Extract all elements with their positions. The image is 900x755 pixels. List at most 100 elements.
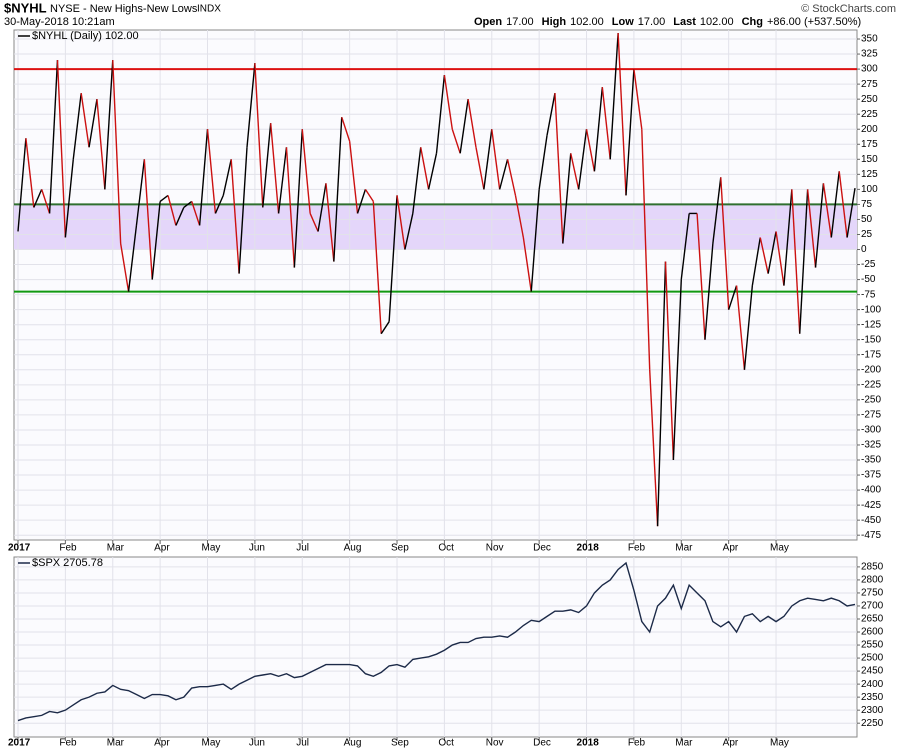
line-segment (806, 189, 817, 268)
line-segment (759, 237, 769, 274)
line-segment (25, 138, 35, 208)
x-tick-label: Feb (59, 738, 77, 749)
line-segment (783, 189, 793, 286)
y-tick-label: 50 (861, 214, 873, 225)
x-tick-label: Apr (723, 543, 739, 554)
y-tick-label: -50 (861, 274, 876, 285)
line-segment (838, 171, 848, 238)
line-segment (648, 369, 659, 527)
quote-value: 102.00 (570, 16, 604, 28)
line-segment (388, 195, 398, 322)
line-segment (198, 129, 209, 226)
line-segment (33, 189, 43, 208)
line-segment (119, 243, 130, 292)
y-tick-label: -300 (861, 425, 881, 436)
line-segment (830, 171, 840, 238)
y-tick-label: 2650 (861, 614, 884, 625)
line-segment (435, 75, 446, 154)
y-tick-label: -450 (861, 515, 881, 526)
x-tick-label: May (202, 543, 221, 554)
line-segment (183, 200, 193, 208)
line-segment (206, 129, 217, 214)
quote-label: Open (474, 16, 502, 28)
line-segment (743, 285, 754, 370)
line-segment (799, 189, 809, 334)
line-segment (396, 195, 406, 250)
x-tick-label: Jul (296, 738, 309, 749)
quote-label: Chg (742, 16, 763, 28)
x-tick-label: Nov (486, 738, 504, 749)
line-segment (775, 231, 785, 286)
line-segment (696, 213, 706, 340)
line-segment (735, 285, 746, 370)
line-segment (372, 201, 382, 334)
x-tick-label: Sep (391, 738, 409, 749)
line-segment (506, 159, 517, 196)
x-tick-label: Feb (628, 543, 646, 554)
x-tick-label: Apr (154, 543, 170, 554)
y-tick-label: -175 (861, 349, 881, 360)
line-segment (522, 237, 532, 292)
y-tick-label: 200 (861, 124, 878, 135)
line-segment (554, 93, 564, 244)
x-tick-label: May (770, 738, 789, 749)
y-tick-label: 175 (861, 139, 878, 150)
line-segment (41, 189, 51, 214)
y-tick-label: -25 (861, 259, 876, 270)
line-segment (380, 321, 390, 335)
line-segment (104, 60, 114, 190)
x-tick-label: Aug (344, 543, 362, 554)
line-segment (214, 195, 224, 214)
plot-area (13, 556, 858, 738)
line-segment (17, 138, 27, 232)
line-segment (514, 195, 525, 238)
y-tick-label: -150 (861, 334, 881, 345)
line-segment (269, 123, 280, 214)
line-segment (720, 177, 730, 310)
y-tick-label: 275 (861, 79, 878, 90)
y-tick-label: -225 (861, 379, 881, 390)
line-segment (617, 32, 627, 196)
line-segment (656, 261, 667, 527)
line-segment (364, 188, 374, 202)
line-segment (491, 129, 501, 190)
line-segment (664, 261, 675, 461)
y-tick-label: 2600 (861, 627, 884, 638)
legend: $SPX 2705.78 (32, 557, 103, 569)
line-segment (301, 129, 311, 214)
price-line (17, 561, 856, 722)
line-segment (767, 231, 777, 274)
description: NYSE - New Highs-New Lows (50, 3, 198, 15)
line-segment (309, 213, 319, 232)
line-segment (577, 129, 588, 190)
y-tick-label: 2550 (861, 640, 884, 651)
y-tick-label: 75 (861, 199, 873, 210)
line-segment (325, 183, 335, 262)
line-segment (420, 147, 430, 190)
exchange: INDX (197, 4, 221, 15)
quote-value: 17.00 (506, 16, 534, 28)
line-segment (562, 153, 572, 244)
line-segment (727, 285, 738, 310)
copyright: © StockCharts.com (801, 3, 896, 15)
x-tick-label: Sep (391, 543, 409, 554)
y-tick-label: 250 (861, 94, 878, 105)
line-segment (641, 129, 651, 370)
quote-label: Low (612, 16, 634, 28)
legend: $NYHL (Daily) 102.00 (32, 30, 139, 42)
line-segment (404, 213, 414, 250)
y-tick-label: -275 (861, 410, 881, 421)
y-tick-label: -75 (861, 289, 876, 300)
x-tick-label: Dec (533, 738, 551, 749)
line-segment (285, 147, 296, 268)
line-segment (633, 69, 643, 130)
line-segment (262, 123, 272, 208)
line-segment (475, 147, 485, 190)
line-segment (570, 153, 580, 190)
x-tick-label: Jul (296, 543, 309, 554)
line-segment (459, 99, 469, 154)
line-segment (751, 237, 761, 286)
x-tick-label: Feb (628, 738, 646, 749)
line-segment (712, 177, 722, 244)
